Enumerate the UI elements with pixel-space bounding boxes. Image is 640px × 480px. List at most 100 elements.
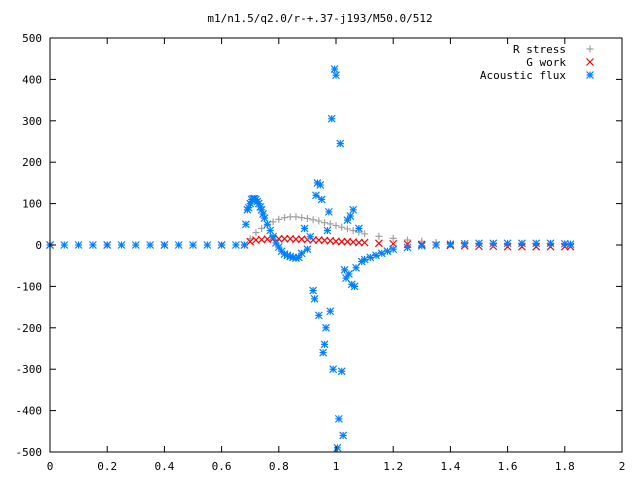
data-point — [346, 212, 355, 220]
legend-label: Acoustic flux — [480, 69, 566, 82]
legend-marker — [586, 58, 594, 66]
data-point — [403, 243, 412, 252]
data-point — [489, 239, 498, 248]
data-point — [352, 263, 360, 272]
y-tick-label: -300 — [16, 363, 43, 376]
data-point — [74, 241, 83, 249]
data-point — [323, 226, 332, 235]
data-point — [330, 65, 339, 73]
y-tick-label: -500 — [16, 446, 43, 459]
data-point — [309, 216, 317, 224]
data-point — [327, 114, 336, 123]
data-point — [349, 205, 358, 214]
data-point — [332, 222, 340, 230]
data-point — [316, 181, 325, 189]
data-point — [317, 195, 326, 204]
data-point — [322, 323, 330, 332]
data-point — [266, 226, 275, 235]
data-point — [338, 223, 346, 231]
data-point — [329, 365, 338, 374]
x-tick-label: 0.4 — [154, 460, 174, 473]
data-point — [310, 294, 319, 303]
data-point — [88, 241, 97, 249]
x-tick-label: 2 — [619, 460, 626, 473]
data-point — [297, 249, 306, 258]
data-point — [350, 282, 359, 291]
data-point — [298, 214, 306, 222]
data-point — [546, 239, 555, 248]
data-point — [292, 235, 300, 244]
data-point — [260, 214, 269, 223]
data-point — [241, 220, 250, 229]
data-point — [217, 241, 226, 249]
y-tick-label: -200 — [16, 322, 43, 335]
data-point — [117, 241, 126, 249]
data-point — [336, 139, 345, 148]
data-point — [446, 240, 455, 249]
data-point — [314, 311, 323, 320]
data-point — [432, 241, 441, 249]
data-point — [315, 217, 323, 225]
x-tick-label: 1.4 — [440, 460, 460, 473]
chart-axes: 500 400 300 200 100 0 -100 -200 -300 -400 -500 0 0.2… — [16, 32, 626, 473]
data-point — [334, 414, 343, 423]
y-tick-label: 0 — [35, 239, 42, 252]
x-tick-label: 0.2 — [97, 460, 117, 473]
x-tick-label: 1 — [333, 460, 340, 473]
data-point — [303, 215, 311, 223]
x-tick-label: 0 — [47, 460, 54, 473]
chart-marks — [46, 65, 575, 452]
x-tick-label: 1.6 — [498, 460, 518, 473]
legend-marker — [586, 45, 594, 53]
series-acoustic-flux — [46, 65, 575, 452]
data-point — [339, 431, 348, 440]
data-point — [340, 265, 349, 274]
data-point — [309, 286, 318, 295]
data-point — [343, 225, 351, 233]
data-point — [354, 224, 363, 233]
y-tick-label: 200 — [22, 156, 42, 169]
data-point — [269, 232, 278, 241]
data-point — [344, 270, 353, 278]
data-point — [292, 213, 300, 221]
data-point — [300, 224, 309, 233]
y-tick-label: 100 — [22, 198, 42, 211]
data-point — [131, 241, 140, 249]
x-tick-label: 0.8 — [269, 460, 289, 473]
data-point — [303, 245, 312, 254]
y-tick-label: 300 — [22, 115, 42, 128]
data-point — [475, 239, 483, 248]
data-point — [274, 243, 283, 251]
legend-label: G work — [526, 56, 566, 69]
data-point — [532, 239, 541, 248]
data-point — [203, 241, 212, 249]
data-point — [324, 207, 333, 216]
data-point — [281, 214, 289, 222]
data-point — [460, 239, 469, 248]
data-point — [404, 236, 411, 244]
data-point — [60, 241, 69, 249]
data-point — [244, 203, 253, 212]
data-point — [337, 237, 346, 246]
legend-marker — [586, 71, 594, 79]
data-point — [312, 191, 320, 200]
data-point — [333, 443, 342, 452]
y-tick-label: 500 — [22, 32, 42, 45]
y-tick-label: 400 — [22, 73, 42, 86]
data-point — [326, 220, 334, 228]
data-point — [306, 232, 315, 241]
x-tick-label: 1.2 — [383, 460, 403, 473]
chart-title: m1/n1.5/q2.0/r-+.37-j193/M50.0/512 — [207, 12, 432, 25]
y-tick-label: -400 — [16, 405, 43, 418]
data-point — [280, 234, 289, 243]
data-point — [354, 238, 363, 247]
data-point — [375, 232, 383, 240]
data-point — [361, 230, 369, 238]
x-tick-label: 1.8 — [555, 460, 575, 473]
data-point — [160, 241, 169, 249]
data-point — [321, 219, 329, 227]
data-point — [360, 238, 369, 247]
data-point — [146, 241, 155, 249]
